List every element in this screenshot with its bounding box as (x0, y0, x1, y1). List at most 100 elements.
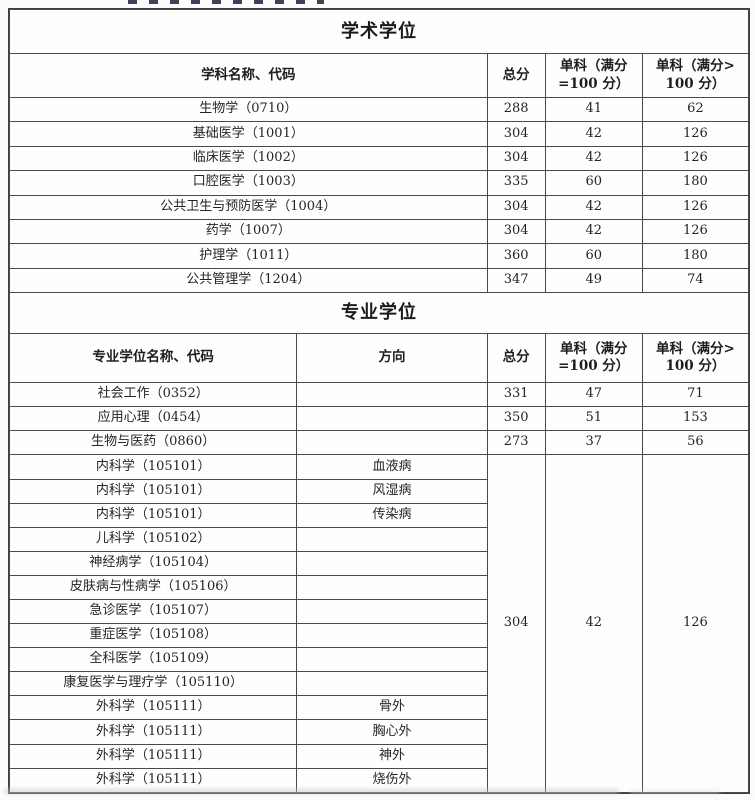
column-header-professional-name-code: 专业学位名称、代码 (8, 333, 298, 384)
cell-direction (296, 671, 488, 697)
cell-professional-name: 外科学（105111） (8, 695, 298, 721)
cell-subject-name: 口腔医学（1003） (9, 170, 488, 196)
scan-artifact (4, 789, 619, 794)
column-header-total-score: 总分 (486, 53, 546, 98)
cell-professional-name: 外科学（105111） (8, 743, 298, 769)
cell-professional-name: 外科学（105111） (8, 767, 298, 793)
cell-total-score: 347 (486, 267, 546, 294)
cell-direction (296, 574, 488, 600)
cell-professional-name: 康复医学与理疗学（105110） (8, 671, 298, 697)
cell-subject-name: 基础医学（1001） (9, 121, 488, 147)
cell-direction: 烧伤外 (296, 767, 488, 793)
cell-single-100: 60 (544, 243, 643, 269)
table-row: 康复医学与理疗学（105110） (8, 671, 749, 697)
cell-subject-name: 生物学（0710） (9, 96, 488, 123)
academic-table-title: 学术学位 (9, 9, 749, 54)
academic-degree-table: 学术学位 学科名称、代码 总分 单科（满分 =100 分） 单科（满分> 100… (9, 9, 750, 294)
cell-professional-name: 全科医学（105109） (8, 647, 298, 673)
table-row: 应用心理（0454） 350 51 153 (8, 406, 750, 432)
column-header-single-subject-over-100: 单科（满分> 100 分） (641, 333, 750, 384)
cell-total-score: 304 (486, 218, 546, 245)
cell-professional-name: 神经病学（105104） (8, 550, 298, 576)
table-row: 药学（1007） 304 42 126 (9, 218, 750, 245)
cell-total-score: 304 (486, 145, 546, 172)
cell-single-100: 37 (544, 430, 643, 456)
cell-direction (296, 406, 488, 432)
cell-single-over-100: 74 (641, 267, 750, 294)
table-row: 内科学（105101） 传染病 (8, 502, 749, 528)
cell-professional-name: 内科学（105101） (8, 454, 298, 480)
cell-professional-name: 生物与医药（0860） (8, 430, 298, 456)
column-header-subject-name-code: 学科名称、代码 (9, 53, 488, 98)
cell-total-score: 288 (486, 96, 546, 123)
cell-professional-name: 重症医学（105108） (8, 623, 298, 649)
table-row: 社会工作（0352） 331 47 71 (8, 382, 750, 408)
cell-professional-name: 外科学（105111） (8, 719, 298, 745)
table-row: 生物学（0710） 288 41 62 (9, 96, 750, 123)
cell-single-over-100: 126 (641, 145, 750, 172)
cell-professional-name: 应用心理（0454） (8, 406, 298, 432)
table-row: 内科学（105101） 血液病 304 42 126 (8, 454, 750, 793)
scan-artifact (630, 790, 720, 794)
cell-direction (296, 598, 488, 625)
table-row: 内科学（105101） 风湿病 (8, 478, 749, 504)
cell-direction: 胸心外 (296, 719, 488, 745)
cell-professional-name: 急诊医学（105107） (8, 598, 298, 625)
cell-subject-name: 公共卫生与预防医学（1004） (9, 194, 488, 220)
table-row: 急诊医学（105107） (8, 598, 749, 625)
score-tables-container: 学术学位 学科名称、代码 总分 单科（满分 =100 分） 单科（满分> 100… (8, 8, 750, 794)
cell-total-score: 335 (486, 170, 546, 196)
table-row: 儿科学（105102） (8, 526, 749, 552)
cell-single-100: 42 (544, 145, 643, 172)
cell-total-score-merged: 304 (486, 454, 546, 793)
cell-single-over-100: 62 (641, 96, 750, 123)
column-header-single-subject-over-100: 单科（满分> 100 分） (641, 53, 750, 98)
cell-subject-name: 护理学（1011） (9, 243, 488, 269)
cell-single-over-100-merged: 126 (641, 454, 750, 793)
table-row: 全科医学（105109） (8, 647, 749, 673)
cell-single-over-100: 126 (641, 218, 750, 245)
cell-professional-name: 皮肤病与性病学（105106） (8, 574, 298, 600)
table-row: 护理学（1011） 360 60 180 (9, 243, 750, 269)
clipped-title-fragment (128, 0, 324, 4)
cell-single-100: 49 (544, 267, 643, 294)
table-row: 生物与医药（0860） 273 37 56 (8, 430, 750, 456)
cell-total-score: 273 (486, 430, 546, 456)
cell-single-over-100: 153 (641, 406, 750, 432)
cell-direction (296, 550, 488, 576)
cell-direction (296, 382, 488, 408)
column-header-single-subject-100: 单科（满分 =100 分） (544, 333, 643, 384)
cell-professional-name: 内科学（105101） (8, 478, 298, 504)
table-row: 公共卫生与预防医学（1004） 304 42 126 (9, 194, 750, 220)
cell-single-100-merged: 42 (544, 454, 643, 793)
column-header-total-score: 总分 (486, 333, 546, 384)
professional-degree-table: 专业学位 专业学位名称、代码 方向 总分 单科（满分 =100 分） 单科（满分… (8, 293, 750, 793)
table-row: 神经病学（105104） (8, 550, 749, 576)
table-row: 口腔医学（1003） 335 60 180 (9, 170, 750, 196)
cell-direction (296, 526, 488, 552)
cell-single-100: 41 (544, 96, 643, 123)
cell-total-score: 304 (486, 121, 546, 147)
cell-total-score: 360 (486, 243, 546, 269)
table-row: 外科学（105111） 胸心外 (8, 719, 749, 745)
professional-header-row: 专业学位名称、代码 方向 总分 单科（满分 =100 分） 单科（满分> 100… (8, 333, 750, 384)
cell-single-100: 42 (544, 194, 643, 220)
cell-direction (296, 647, 488, 673)
cell-single-100: 51 (544, 406, 643, 432)
cell-subject-name: 临床医学（1002） (9, 145, 488, 172)
column-header-single-subject-100: 单科（满分 =100 分） (544, 53, 643, 98)
table-row: 临床医学（1002） 304 42 126 (9, 145, 750, 172)
academic-title-row: 学术学位 (9, 9, 749, 54)
table-row: 重症医学（105108） (8, 623, 749, 649)
cell-single-100: 42 (544, 121, 643, 147)
table-row: 皮肤病与性病学（105106） (8, 574, 749, 600)
cell-single-100: 42 (544, 218, 643, 245)
table-row: 外科学（105111） 烧伤外 (8, 767, 749, 793)
table-row: 公共管理学（1204） 347 49 74 (9, 267, 750, 294)
table-row: 基础医学（1001） 304 42 126 (9, 121, 750, 147)
column-header-direction: 方向 (296, 333, 488, 384)
cell-direction (296, 623, 488, 649)
cell-direction: 血液病 (296, 454, 488, 480)
professional-title-row: 专业学位 (9, 293, 749, 335)
